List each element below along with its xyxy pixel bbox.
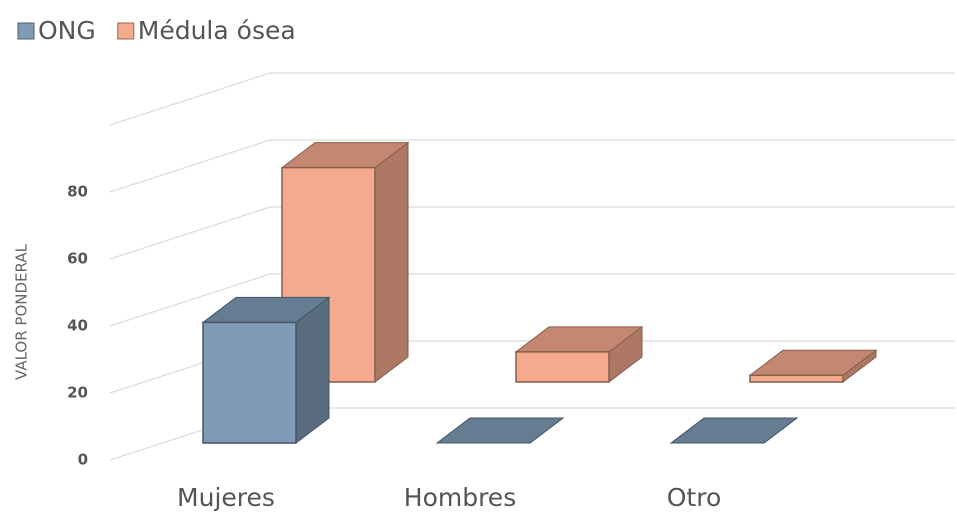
y-tick-label: 20	[67, 384, 88, 402]
bar-front	[202, 321, 297, 444]
bar	[748, 349, 878, 384]
bar-top	[435, 417, 565, 444]
y-tick-label: 0	[78, 451, 88, 469]
y-tick-label: 80	[67, 183, 88, 201]
grid-line	[109, 139, 955, 193]
legend-swatch	[117, 22, 135, 40]
legend-swatch	[17, 22, 35, 40]
y-tick-label: 40	[67, 317, 88, 335]
legend-label: Médula ósea	[138, 16, 296, 45]
x-tick-label: Hombres	[404, 483, 516, 512]
grid-line	[109, 72, 955, 126]
y-axis-label: VALOR PONDERAL	[13, 243, 31, 380]
bar	[514, 325, 644, 384]
bar-front	[515, 351, 610, 383]
bar	[201, 296, 331, 445]
legend-label: ONG	[38, 16, 96, 45]
bar-side	[374, 141, 409, 384]
grid-line	[109, 206, 955, 260]
x-tick-label: Otro	[667, 483, 722, 512]
grid-line	[109, 273, 955, 327]
bar	[435, 417, 565, 444]
bar	[669, 417, 799, 444]
bar-front	[749, 374, 844, 383]
x-tick-label: Mujeres	[177, 483, 275, 512]
bar-top	[669, 417, 799, 444]
y-tick-label: 60	[67, 250, 88, 268]
